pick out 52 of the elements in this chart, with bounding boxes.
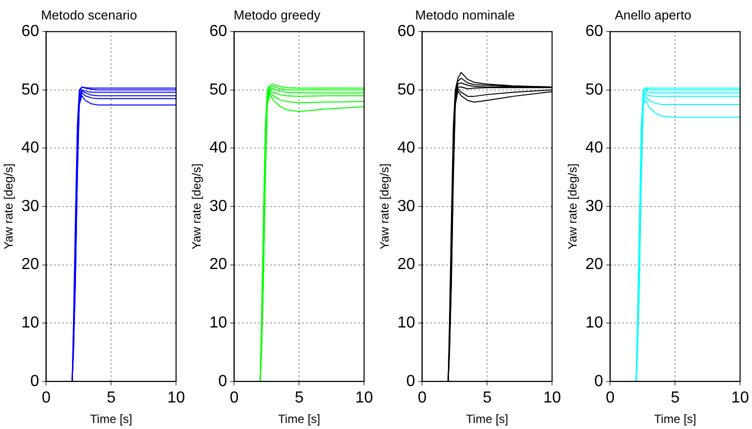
y-tick-label: 60 (585, 23, 604, 40)
y-tick-label: 30 (209, 198, 228, 215)
x-tick-label: 5 (106, 389, 116, 406)
y-axis-title: Yaw rate [deg/s] (378, 164, 392, 250)
y-tick-label: 20 (21, 256, 40, 274)
y-tick-label: 40 (397, 140, 416, 157)
y-tick-label: 60 (397, 23, 416, 40)
y-tick-label: 20 (585, 256, 604, 274)
x-tick-label: 10 (543, 389, 562, 406)
chart-title: Anello aperto (614, 7, 692, 22)
x-tick-label: 10 (167, 389, 186, 406)
y-tick-label: 10 (585, 314, 604, 332)
x-axis-title: Time [s] (466, 412, 508, 426)
y-tick-label: 50 (585, 81, 604, 98)
y-tick-label: 40 (21, 140, 40, 157)
y-axis-title: Yaw rate [deg/s] (2, 164, 16, 250)
x-tick-label: 5 (482, 389, 492, 406)
x-tick-label: 0 (230, 389, 239, 406)
chart-title: Metodo nominale (415, 7, 515, 22)
y-axis-title: Yaw rate [deg/s] (190, 164, 204, 250)
x-tick-label: 10 (355, 389, 374, 406)
y-tick-label: 30 (397, 198, 416, 215)
y-tick-label: 50 (397, 81, 416, 98)
y-tick-label: 60 (21, 23, 40, 40)
x-tick-label: 0 (42, 389, 51, 406)
x-tick-label: 10 (731, 389, 750, 406)
y-tick-label: 20 (209, 256, 228, 274)
y-axis-title: Yaw rate [deg/s] (566, 164, 580, 250)
y-tick-label: 10 (209, 314, 228, 332)
y-tick-label: 50 (209, 81, 228, 98)
x-tick-label: 0 (418, 389, 427, 406)
x-tick-label: 5 (670, 389, 680, 406)
x-axis-title: Time [s] (278, 412, 320, 426)
y-tick-label: 30 (21, 198, 40, 215)
y-tick-label: 50 (21, 81, 40, 98)
x-axis-title: Time [s] (654, 412, 696, 426)
x-tick-label: 5 (294, 389, 304, 406)
y-tick-label: 0 (406, 372, 416, 390)
y-tick-label: 60 (209, 23, 228, 40)
chart-title: Metodo greedy (234, 7, 321, 22)
y-tick-label: 20 (397, 256, 416, 274)
y-tick-label: 30 (585, 198, 604, 215)
chart-title: Metodo scenario (40, 7, 138, 22)
y-tick-label: 0 (594, 372, 604, 390)
y-tick-label: 10 (397, 314, 416, 332)
y-tick-label: 40 (209, 140, 228, 157)
y-tick-label: 10 (21, 314, 40, 332)
x-tick-label: 0 (606, 389, 615, 406)
y-tick-label: 0 (218, 372, 228, 390)
x-axis-title: Time [s] (90, 412, 132, 426)
y-tick-label: 0 (30, 372, 40, 390)
y-tick-label: 40 (585, 140, 604, 157)
